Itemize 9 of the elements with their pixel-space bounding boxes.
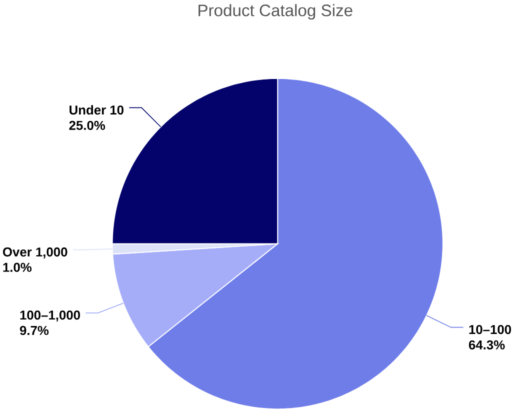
slice-label: 100–1,000	[20, 310, 80, 322]
data-label: 64.3%	[468, 340, 505, 350]
slice-label: 10–100	[469, 325, 512, 334]
slice-label: Over 1,000	[2, 248, 68, 259]
slice-label: Under 10	[70, 105, 124, 115]
data-label: 25.0%	[69, 121, 106, 130]
data-label: 1.0%	[3, 263, 32, 272]
data-label: 9.7%	[20, 326, 49, 336]
chart-title: Product Catalog Size	[198, 4, 352, 20]
